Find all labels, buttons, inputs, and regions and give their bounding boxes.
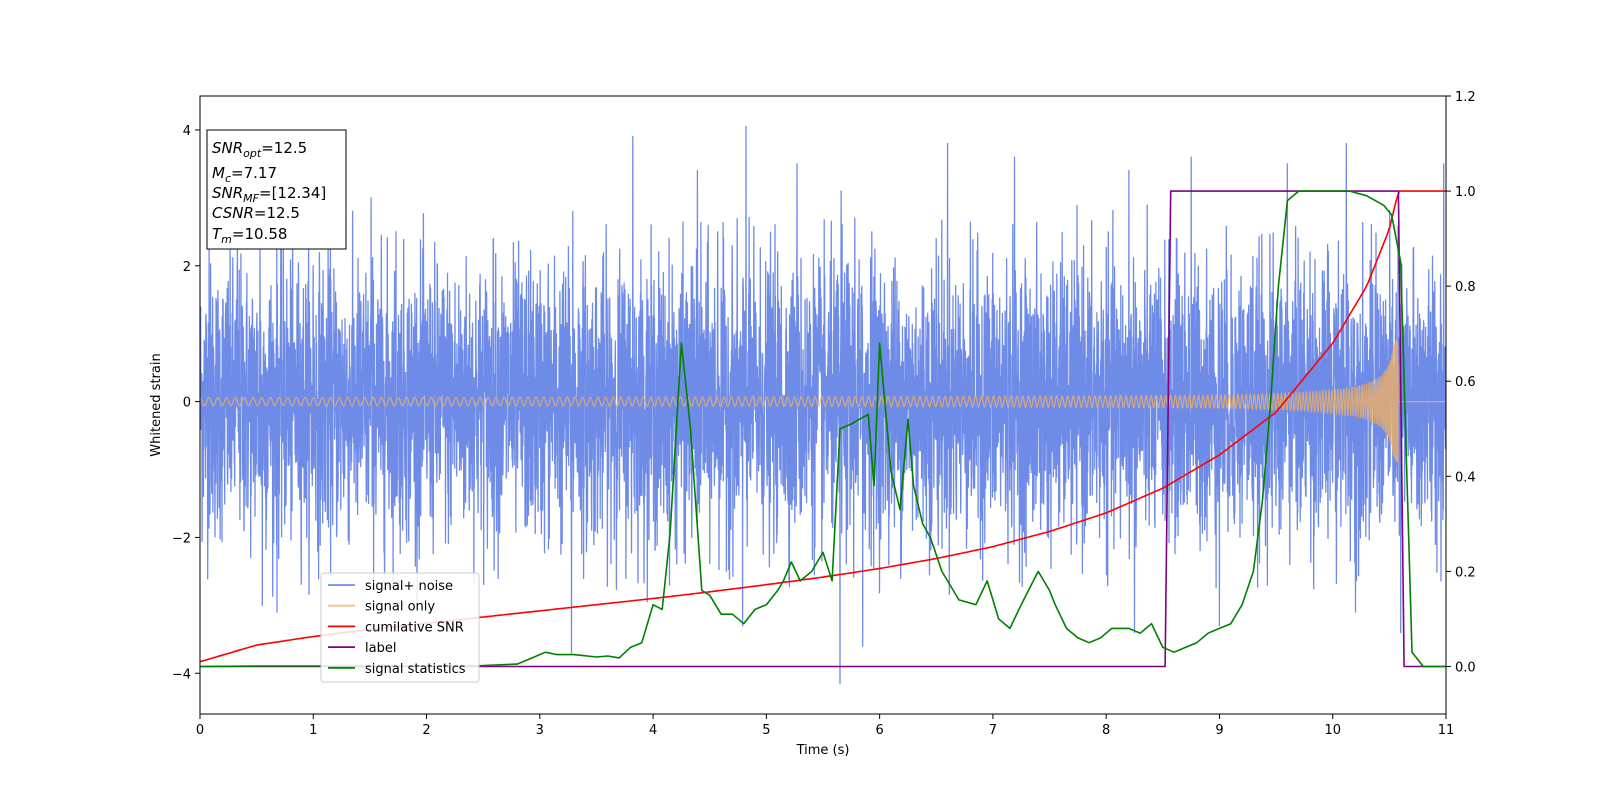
series-signal-statistics (200, 190, 1446, 668)
x-tick-label: 4 (649, 723, 657, 738)
y-tick-label: 2 (183, 260, 191, 275)
legend-label: signal+ noise (365, 579, 453, 594)
x-tick-label: 10 (1324, 723, 1341, 738)
plot-frame (199, 95, 1447, 715)
legend-frame (320, 572, 480, 683)
info-line: Mc=7.17 (212, 164, 277, 185)
legend-label: signal statistics (365, 662, 466, 677)
info-line: CSNR=12.5 (212, 204, 300, 222)
x-tick-label: 0 (196, 723, 204, 738)
y2-tick-label: 1.0 (1455, 185, 1476, 200)
info-line: SNRMF=[12.34] (212, 184, 326, 205)
x-tick-label: 11 (1438, 723, 1455, 738)
legend-label: signal only (365, 600, 435, 615)
x-tick-label: 6 (875, 723, 883, 738)
info-box-frame (206, 129, 347, 250)
y-tick-label: 0 (183, 396, 191, 411)
y-tick-label: −4 (172, 667, 191, 682)
info-line: Tm=10.58 (212, 225, 287, 246)
y-tick-label: −2 (172, 531, 191, 546)
x-tick-label: 3 (536, 723, 544, 738)
ticks-layer: 0 1 2 3 4 5 6 7 8 9 10 11 −4 −2 0 2 4 0.0 0.2 0.4 0.6 0.8 1.0 1… (172, 90, 1476, 738)
legend-label: cumilative SNR (365, 620, 464, 635)
y2-tick-label: 0.0 (1455, 660, 1476, 675)
x-tick-label: 7 (989, 723, 997, 738)
y2-tick-label: 1.2 (1455, 90, 1476, 105)
x-axis-label: Time (s) (796, 743, 850, 758)
series-signal-noise (200, 125, 1446, 685)
y2-tick-label: 0.6 (1455, 375, 1476, 390)
x-tick-label: 8 (1102, 723, 1110, 738)
legend: signal+ noise signal only cumilative SNR la… (320, 572, 480, 683)
y2-tick-label: 0.4 (1455, 470, 1476, 485)
y-tick-label: 4 (183, 124, 191, 139)
y2-tick-label: 0.8 (1455, 280, 1476, 295)
legend-label: label (365, 641, 396, 656)
series-label (200, 190, 1446, 668)
info-box: SNRopt=12.5 Mc=7.17SNRMF=[12.34]CSNR=12.5… (206, 129, 347, 250)
info-line: SNRopt=12.5 (212, 139, 307, 160)
x-tick-label: 9 (1215, 723, 1223, 738)
series-signal-only (200, 340, 1446, 463)
y2-tick-label: 0.2 (1455, 565, 1476, 580)
x-tick-label: 5 (762, 723, 770, 738)
x-tick-label: 1 (309, 723, 317, 738)
y-axis-label: Whitened strain (149, 353, 164, 456)
x-tick-label: 2 (422, 723, 430, 738)
